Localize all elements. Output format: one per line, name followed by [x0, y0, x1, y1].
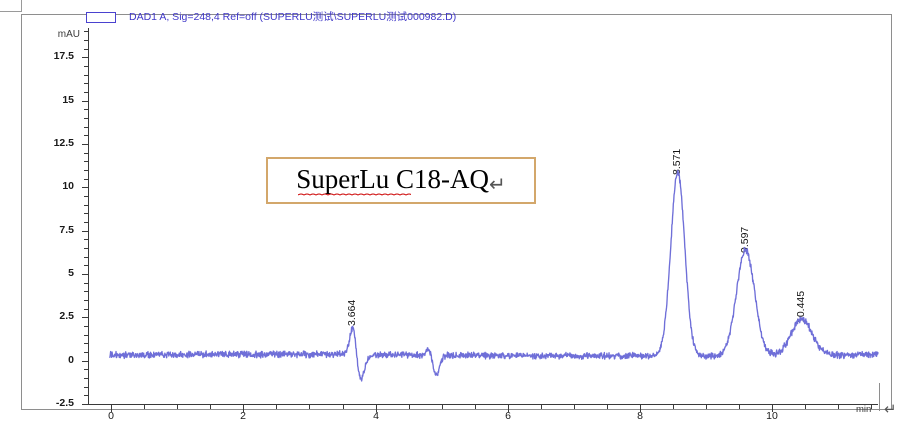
spellcheck-underline: [298, 192, 412, 197]
page-corner-rule-vertical: [21, 0, 22, 12]
legend-color-swatch: [86, 11, 116, 23]
legend: DAD1 A, Sig=248,4 Ref=off (SUPERLU测试\SUP…: [86, 10, 456, 24]
caption-inner: SuperLu C18-AQ↵: [292, 163, 510, 197]
caption-return-arrow-icon: ↵: [488, 171, 506, 196]
page-corner-rule-horizontal: [0, 11, 22, 12]
caption-textbox[interactable]: SuperLu C18-AQ↵: [266, 157, 536, 204]
trace-path: [109, 169, 879, 382]
chart-frame: [21, 14, 892, 410]
caption-text: SuperLu C18-AQ: [296, 163, 489, 194]
legend-series-label: DAD1 A, Sig=248,4 Ref=off (SUPERLU测试\SUP…: [129, 10, 457, 23]
